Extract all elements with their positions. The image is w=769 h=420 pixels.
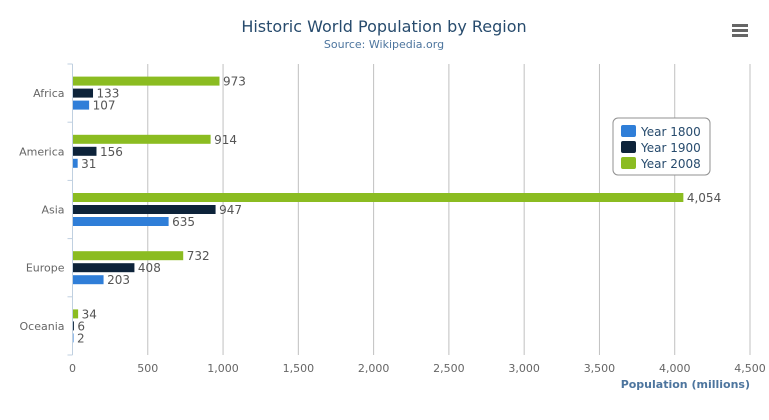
bar[interactable] bbox=[73, 205, 216, 214]
data-label: 6 bbox=[77, 319, 85, 333]
data-label: 914 bbox=[214, 133, 237, 147]
data-label: 635 bbox=[172, 215, 195, 229]
bar[interactable] bbox=[73, 217, 169, 226]
legend-item[interactable]: Year 1800 bbox=[640, 125, 701, 139]
chart-title: Historic World Population by Region bbox=[241, 17, 526, 36]
bar[interactable] bbox=[73, 275, 104, 285]
value-tick-label: 3,500 bbox=[584, 362, 616, 375]
bar[interactable] bbox=[73, 333, 74, 343]
bar[interactable] bbox=[73, 193, 684, 202]
data-label: 156 bbox=[100, 145, 123, 159]
legend-swatch bbox=[621, 157, 636, 169]
bar[interactable] bbox=[73, 134, 211, 144]
labels: 0 500 1,000 1,500 2,000 2,500 3,000 3,500 4,000 4… bbox=[19, 75, 766, 375]
legend: Year 1800 Year 1900 Year 2008 bbox=[612, 117, 711, 176]
data-label: 133 bbox=[97, 87, 120, 101]
data-label: 947 bbox=[219, 203, 242, 217]
category-label: Europe bbox=[26, 262, 65, 275]
bar[interactable] bbox=[73, 76, 220, 86]
legend-swatch bbox=[621, 125, 636, 137]
data-label: 2 bbox=[77, 331, 85, 345]
category-label: Africa bbox=[33, 87, 64, 100]
legend-item[interactable]: Year 1900 bbox=[640, 141, 701, 155]
bar[interactable] bbox=[73, 263, 135, 273]
chart-subtitle: Source: Wikipedia.org bbox=[324, 38, 444, 51]
value-tick-label: 2,500 bbox=[433, 362, 465, 375]
data-label: 732 bbox=[187, 249, 210, 263]
value-tick-label: 1,000 bbox=[207, 362, 239, 375]
value-tick-label: 0 bbox=[69, 362, 76, 375]
data-label: 107 bbox=[93, 99, 116, 113]
category-label: Oceania bbox=[20, 320, 65, 333]
bar[interactable] bbox=[73, 251, 184, 261]
legend-swatch bbox=[621, 141, 636, 153]
data-label: 34 bbox=[82, 307, 97, 321]
data-label: 408 bbox=[138, 261, 161, 275]
bar[interactable] bbox=[73, 146, 97, 156]
value-tick-label: 4,000 bbox=[659, 362, 691, 375]
bars bbox=[73, 76, 684, 343]
value-tick-label: 4,500 bbox=[734, 362, 766, 375]
data-label: 31 bbox=[81, 157, 96, 171]
category-label: Asia bbox=[41, 204, 64, 217]
data-label: 4,054 bbox=[687, 191, 721, 205]
bar[interactable] bbox=[73, 158, 78, 168]
category-label: America bbox=[19, 145, 64, 158]
value-axis-title: Population (millions) bbox=[621, 378, 750, 391]
hamburger-menu-icon[interactable] bbox=[726, 16, 752, 38]
value-tick-label: 2,000 bbox=[358, 362, 390, 375]
value-tick-label: 500 bbox=[137, 362, 158, 375]
bar[interactable] bbox=[73, 309, 79, 319]
data-label: 203 bbox=[107, 273, 130, 287]
legend-item[interactable]: Year 2008 bbox=[640, 157, 701, 171]
bar[interactable] bbox=[73, 100, 90, 110]
data-label: 973 bbox=[223, 75, 246, 89]
bar[interactable] bbox=[73, 88, 94, 98]
bar[interactable] bbox=[73, 321, 74, 331]
value-tick-label: 1,500 bbox=[283, 362, 315, 375]
value-tick-label: 3,000 bbox=[508, 362, 540, 375]
